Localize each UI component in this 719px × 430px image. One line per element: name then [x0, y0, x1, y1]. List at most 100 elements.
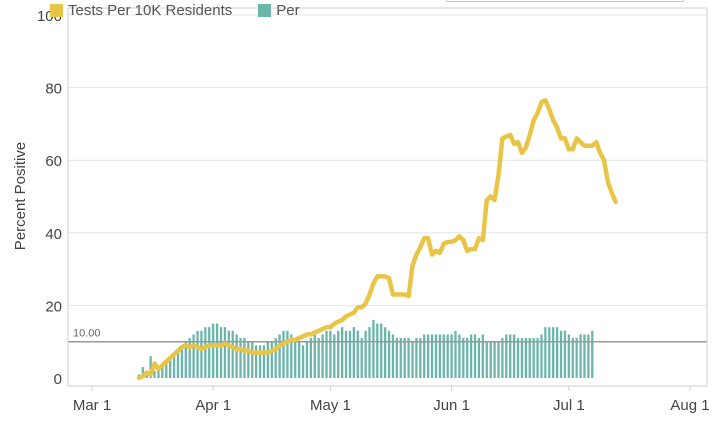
bar: [258, 345, 262, 378]
bar: [364, 330, 367, 378]
bar: [176, 348, 180, 378]
bar: [282, 330, 285, 378]
bar: [212, 323, 215, 378]
bar: [563, 330, 567, 378]
bar: [520, 338, 524, 378]
bar: [423, 334, 426, 378]
legend-item-tests[interactable]: Tests Per 10K Residents: [50, 2, 232, 19]
search-input[interactable]: [446, 0, 684, 2]
bar: [325, 330, 328, 378]
bar: [153, 370, 156, 378]
bar: [415, 338, 418, 378]
bar-series: [137, 319, 594, 378]
bar: [274, 338, 277, 378]
bar: [294, 338, 297, 378]
bar: [204, 327, 207, 378]
bar: [426, 334, 430, 378]
x-tick-label: Mar 1: [73, 397, 111, 414]
bar: [462, 338, 465, 378]
bar: [481, 334, 484, 378]
y-tick-label-80: 80: [45, 81, 62, 98]
bar: [591, 330, 594, 378]
bar: [501, 338, 504, 378]
bar: [227, 330, 230, 378]
bar: [380, 323, 383, 378]
bar: [270, 341, 273, 378]
bar: [305, 341, 309, 378]
x-tick-label: Aug 1: [670, 397, 709, 414]
bar: [419, 338, 422, 378]
bar: [278, 334, 281, 378]
bar: [215, 323, 219, 378]
bar: [438, 334, 442, 378]
bar: [430, 334, 434, 378]
bar: [141, 367, 144, 378]
bar: [309, 338, 313, 378]
bar: [587, 334, 590, 378]
legend: Tests Per 10K Residents Per: [50, 0, 300, 20]
bar: [509, 334, 512, 378]
bar: [231, 330, 234, 378]
bar: [567, 334, 570, 378]
bar: [149, 356, 152, 378]
bar: [200, 330, 203, 378]
legend-swatch-tests: [50, 3, 63, 17]
bar: [317, 338, 320, 378]
bar: [196, 330, 199, 378]
bar: [333, 334, 336, 378]
legend-item-per[interactable]: Per: [258, 1, 300, 19]
x-tick-label: Jun 1: [433, 397, 470, 414]
bar: [477, 338, 481, 378]
bar: [387, 330, 391, 378]
gridlines: [68, 14, 707, 306]
y-axis-title: Percent Positive: [12, 142, 29, 250]
bar: [184, 341, 187, 378]
bar: [555, 327, 559, 378]
threshold-group: 10.00: [68, 328, 707, 343]
bar: [469, 334, 473, 378]
bar: [376, 323, 379, 378]
bar: [352, 327, 356, 378]
bar: [290, 334, 293, 378]
bar: [552, 327, 555, 378]
bar: [360, 338, 363, 378]
x-tick-label: May 1: [310, 397, 351, 414]
bar: [571, 338, 574, 378]
y-tick-label-20: 20: [45, 298, 62, 315]
line-tests-per-10k: [136, 98, 618, 381]
bar: [298, 341, 301, 378]
bar: [251, 341, 254, 378]
bar: [489, 341, 492, 378]
bar: [403, 338, 406, 378]
bar: [446, 334, 449, 378]
bar: [454, 330, 457, 378]
bar: [434, 334, 438, 378]
bar: [239, 338, 242, 378]
bar: [313, 334, 316, 378]
bar: [497, 341, 500, 378]
bar: [266, 341, 270, 378]
bar: [340, 327, 344, 378]
bar: [208, 327, 211, 378]
bar: [321, 334, 324, 378]
bar: [505, 334, 508, 378]
bar: [192, 334, 195, 378]
bar: [356, 330, 359, 378]
bar: [528, 338, 531, 378]
threshold-label: 10.00: [73, 328, 101, 340]
legend-label-per: Per: [276, 1, 300, 19]
bar: [286, 330, 289, 378]
bar: [395, 338, 399, 378]
bar: [172, 352, 176, 378]
legend-swatch-per: [258, 3, 272, 17]
bar: [301, 345, 305, 378]
bar: [188, 338, 191, 378]
bar: [544, 327, 547, 378]
bar: [579, 334, 582, 378]
bar: [368, 327, 371, 378]
y-tick-label-0: 0: [54, 371, 62, 388]
bar: [145, 374, 148, 378]
x-tick-label: Jul 1: [553, 397, 585, 414]
